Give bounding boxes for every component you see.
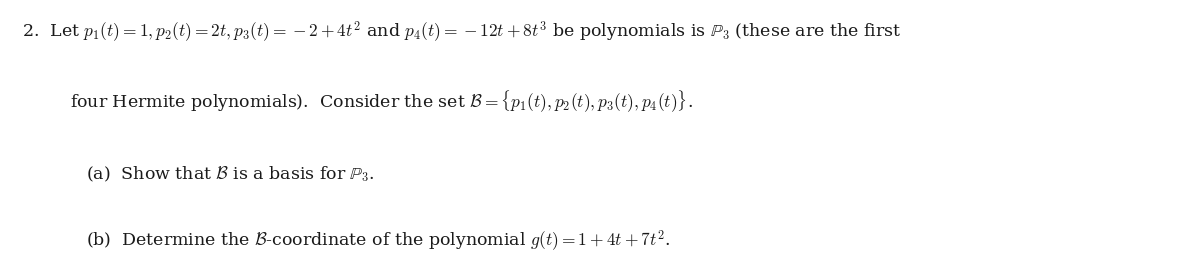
Text: (b)  Determine the $\mathcal{B}$-coordinate of the polynomial $g(t) = 1 + 4t + 7: (b) Determine the $\mathcal{B}$-coordina… xyxy=(86,228,671,253)
Text: four Hermite polynomials).  Consider the set $\mathcal{B} = \{p_1(t), p_2(t), p_: four Hermite polynomials). Consider the … xyxy=(70,89,692,115)
Text: 2.  Let $p_1(t) = 1, p_2(t) = 2t, p_3(t) = -2 + 4t^2$ and $p_4(t) = -12t + 8t^3$: 2. Let $p_1(t) = 1, p_2(t) = 2t, p_3(t) … xyxy=(22,19,901,44)
Text: (a)  Show that $\mathcal{B}$ is a basis for $\mathbb{P}_3$.: (a) Show that $\mathcal{B}$ is a basis f… xyxy=(86,164,376,184)
